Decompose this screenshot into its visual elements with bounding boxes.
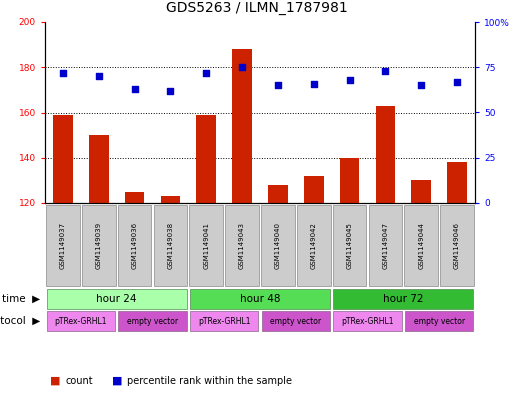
Point	[130, 86, 139, 92]
Bar	[333, 205, 366, 286]
Bar	[47, 289, 187, 309]
Bar	[118, 205, 151, 286]
Text: empty vector: empty vector	[413, 316, 465, 325]
Text: GDS5263 / ILMN_1787981: GDS5263 / ILMN_1787981	[166, 1, 347, 15]
Bar	[297, 205, 330, 286]
Bar	[340, 158, 360, 203]
Text: GSM1149044: GSM1149044	[418, 222, 424, 269]
Bar	[225, 205, 259, 286]
Text: ■: ■	[112, 376, 122, 386]
Text: GSM1149046: GSM1149046	[454, 222, 460, 269]
Bar	[368, 205, 402, 286]
Point	[166, 88, 174, 94]
Bar	[46, 205, 80, 286]
Point	[238, 64, 246, 70]
Text: GSM1149038: GSM1149038	[167, 222, 173, 269]
Bar	[125, 192, 145, 203]
Bar	[82, 205, 115, 286]
Bar	[153, 205, 187, 286]
Bar	[196, 115, 216, 203]
Bar	[189, 205, 223, 286]
Text: GSM1149036: GSM1149036	[131, 222, 137, 269]
Point	[310, 81, 318, 87]
Text: hour 72: hour 72	[383, 294, 424, 304]
Bar	[47, 311, 115, 331]
Bar	[304, 176, 324, 203]
Text: count: count	[66, 376, 93, 386]
Text: GSM1149042: GSM1149042	[311, 222, 317, 269]
Point	[94, 73, 103, 79]
Bar	[404, 205, 438, 286]
Bar	[190, 289, 330, 309]
Text: percentile rank within the sample: percentile rank within the sample	[127, 376, 292, 386]
Bar	[261, 205, 295, 286]
Bar	[268, 185, 288, 203]
Text: GSM1149040: GSM1149040	[275, 222, 281, 269]
Bar	[411, 180, 431, 203]
Point	[274, 82, 282, 88]
Bar	[405, 311, 473, 331]
Text: GSM1149041: GSM1149041	[203, 222, 209, 269]
Bar	[262, 311, 330, 331]
Text: GSM1149047: GSM1149047	[382, 222, 388, 269]
Bar	[53, 115, 73, 203]
Text: pTRex-GRHL1: pTRex-GRHL1	[341, 316, 394, 325]
Text: pTRex-GRHL1: pTRex-GRHL1	[54, 316, 107, 325]
Bar	[232, 49, 252, 203]
Bar	[333, 289, 473, 309]
Point	[453, 79, 461, 85]
Text: protocol  ▶: protocol ▶	[0, 316, 40, 326]
Text: GSM1149043: GSM1149043	[239, 222, 245, 269]
Bar	[440, 205, 474, 286]
Text: time  ▶: time ▶	[2, 294, 40, 304]
Bar	[333, 311, 402, 331]
Text: GSM1149037: GSM1149037	[60, 222, 66, 269]
Text: GSM1149045: GSM1149045	[347, 222, 352, 269]
Text: GSM1149039: GSM1149039	[96, 222, 102, 269]
Text: empty vector: empty vector	[127, 316, 178, 325]
Point	[345, 77, 353, 83]
Text: hour 48: hour 48	[240, 294, 280, 304]
Bar	[376, 106, 396, 203]
Bar	[447, 162, 467, 203]
Bar	[190, 311, 258, 331]
Bar	[161, 196, 180, 203]
Text: ■: ■	[50, 376, 61, 386]
Text: hour 24: hour 24	[96, 294, 137, 304]
Point	[381, 68, 389, 74]
Bar	[119, 311, 187, 331]
Text: pTRex-GRHL1: pTRex-GRHL1	[198, 316, 250, 325]
Bar	[89, 135, 109, 203]
Text: empty vector: empty vector	[270, 316, 322, 325]
Point	[202, 70, 210, 76]
Point	[59, 70, 67, 76]
Point	[417, 82, 425, 88]
